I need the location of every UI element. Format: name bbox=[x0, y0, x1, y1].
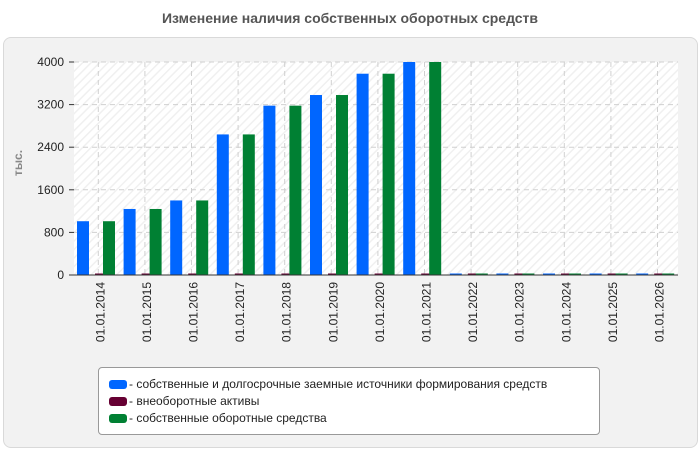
bar-01.01.2026-s0 bbox=[636, 273, 649, 275]
bar-01.01.2014-s0 bbox=[77, 221, 89, 275]
bar-01.01.2017-s2 bbox=[242, 134, 255, 275]
bar-01.01.2025-s2 bbox=[615, 273, 628, 275]
legend-label-noncurrent-assets: - внеоборотные активы bbox=[129, 394, 260, 408]
chart-legend: - собственные и долгосрочные заемные ист… bbox=[98, 367, 600, 435]
bar-01.01.2023-s0 bbox=[496, 273, 509, 275]
bar-01.01.2023-s2 bbox=[522, 273, 535, 275]
bar-01.01.2017-s1 bbox=[234, 273, 247, 275]
x-tick-label: 01.01.2021 bbox=[420, 282, 434, 342]
bar-01.01.2016-s1 bbox=[188, 273, 201, 275]
x-tick-label: 01.01.2019 bbox=[326, 282, 340, 342]
bar-01.01.2021-s0 bbox=[403, 62, 416, 275]
x-tick-label: 01.01.2022 bbox=[466, 282, 480, 342]
x-tick-label: 01.01.2020 bbox=[373, 282, 387, 342]
plot-area bbox=[74, 62, 678, 275]
bar-01.01.2018-s2 bbox=[289, 105, 302, 275]
y-tick-label: 2400 bbox=[37, 140, 64, 154]
chart-title: Изменение наличия собственных оборотных … bbox=[161, 10, 539, 26]
bar-01.01.2016-s0 bbox=[170, 200, 183, 275]
x-tick-label: 01.01.2024 bbox=[559, 282, 573, 342]
bar-01.01.2018-s1 bbox=[281, 273, 294, 275]
bar-01.01.2020-s2 bbox=[382, 73, 395, 275]
y-axis-label: тыс. bbox=[11, 150, 25, 176]
bar-series bbox=[77, 62, 675, 275]
y-tick-label: 3200 bbox=[37, 98, 64, 112]
bar-01.01.2024-s0 bbox=[543, 273, 555, 275]
legend-item-working-capital: - собственные оборотные средства bbox=[109, 410, 327, 426]
legend-swatch-noncurrent-assets bbox=[109, 396, 127, 406]
x-tick-label: 01.01.2023 bbox=[513, 282, 527, 342]
bar-01.01.2014-s2 bbox=[103, 221, 115, 275]
y-tick-label: 0 bbox=[57, 268, 64, 282]
bar-01.01.2023-s1 bbox=[514, 273, 527, 275]
bar-01.01.2015-s0 bbox=[123, 208, 136, 275]
legend-swatch-working-capital bbox=[109, 413, 127, 423]
legend-item-noncurrent-assets: - внеоборотные активы bbox=[109, 393, 259, 409]
bar-01.01.2018-s0 bbox=[263, 105, 276, 275]
bar-01.01.2020-s1 bbox=[374, 273, 387, 275]
bar-01.01.2025-s1 bbox=[607, 273, 620, 275]
bar-01.01.2022-s1 bbox=[467, 273, 480, 275]
bar-01.01.2024-s1 bbox=[561, 273, 573, 275]
y-axis-ticks: 0 800 1600 2400 3200 4000 bbox=[37, 55, 74, 282]
y-tick-label: 1600 bbox=[37, 183, 64, 197]
x-tick-label: 01.01.2018 bbox=[280, 282, 294, 342]
bar-01.01.2026-s2 bbox=[662, 273, 675, 275]
x-tick-label: 01.01.2017 bbox=[233, 282, 247, 342]
x-tick-label: 01.01.2015 bbox=[140, 282, 154, 342]
bar-01.01.2025-s0 bbox=[589, 273, 602, 275]
bar-01.01.2015-s1 bbox=[141, 273, 154, 275]
bar-01.01.2019-s2 bbox=[336, 95, 348, 275]
x-axis-ticks: 01.01.2014 01.01.2015 01.01.2016 01.01.2017… bbox=[93, 282, 666, 342]
bar-01.01.2019-s0 bbox=[310, 95, 322, 275]
bar-01.01.2021-s1 bbox=[421, 273, 434, 275]
bar-01.01.2020-s0 bbox=[356, 73, 369, 275]
y-tick-label: 4000 bbox=[37, 55, 64, 69]
bar-01.01.2016-s2 bbox=[196, 200, 209, 275]
legend-label-sources: - собственные и долгосрочные заемные ист… bbox=[129, 377, 548, 391]
y-tick-label: 800 bbox=[44, 225, 64, 239]
bar-01.01.2022-s0 bbox=[449, 273, 462, 275]
bar-01.01.2014-s1 bbox=[95, 273, 107, 275]
legend-label-working-capital: - собственные оборотные средства bbox=[129, 411, 327, 425]
bar-01.01.2017-s0 bbox=[216, 134, 229, 275]
x-tick-label: 01.01.2014 bbox=[93, 282, 107, 342]
legend-swatch-sources bbox=[109, 379, 127, 389]
x-tick-label: 01.01.2025 bbox=[606, 282, 620, 342]
x-tick-label: 01.01.2016 bbox=[187, 282, 201, 342]
bar-01.01.2026-s1 bbox=[654, 273, 667, 275]
bar-01.01.2015-s2 bbox=[149, 208, 162, 275]
legend-item-sources: - собственные и долгосрочные заемные ист… bbox=[109, 376, 547, 392]
x-tick-label: 01.01.2026 bbox=[653, 282, 667, 342]
bar-01.01.2024-s2 bbox=[569, 273, 581, 275]
bar-01.01.2022-s2 bbox=[475, 273, 488, 275]
bar-01.01.2021-s2 bbox=[429, 62, 442, 275]
bar-01.01.2019-s1 bbox=[328, 273, 340, 275]
